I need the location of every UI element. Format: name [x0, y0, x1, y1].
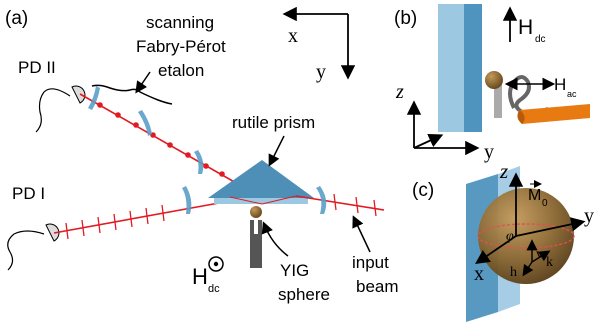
pd2-cable: [35, 88, 71, 133]
axis-z-label-c: z: [499, 159, 508, 183]
panel-b-tag: (b): [394, 8, 417, 29]
sample-stick: [494, 84, 502, 118]
etalon-mirror-1: [88, 86, 100, 110]
slab-light: [438, 4, 468, 132]
m0-main: M: [528, 187, 541, 204]
k-arrow: [531, 250, 551, 263]
panel-a: (a) scanning Fabry-Pérot etalon PD II PD: [5, 6, 399, 304]
prism-internal-ray-2: [261, 195, 297, 205]
axis-z-label-b: z: [395, 81, 404, 103]
sphere-equator: [477, 223, 575, 249]
h-label: h: [510, 265, 517, 280]
input-label-line2: beam: [356, 277, 399, 296]
input-beam-polarization-marks: [333, 193, 377, 217]
upper-lens: [194, 150, 204, 174]
pd1-detector: [45, 223, 60, 242]
hdc-sub-a: dc: [208, 283, 220, 295]
etalon-label-line2: Fabry-Pérot: [136, 37, 226, 56]
axis-y-label-b: y: [484, 141, 494, 163]
panel-b: (b) H dc H ac z y: [394, 4, 590, 163]
input-beam: [295, 195, 385, 211]
hdc-main-b: H: [518, 16, 533, 39]
yig-sphere-c: [478, 188, 574, 284]
prism-base-plate: [214, 198, 308, 204]
yig-holder: [250, 220, 262, 268]
axis-y-label-a: y: [316, 61, 326, 83]
hdc-main-a: H: [192, 264, 208, 289]
rutile-prism: [208, 160, 314, 198]
axis-x-label-a: x: [288, 25, 298, 47]
axis-x-label-c: x: [474, 263, 484, 285]
out-of-plane-symbol-dot: [213, 261, 219, 267]
v-label: v: [536, 247, 543, 262]
lower-left-lens: [182, 186, 192, 214]
prism-internal-ray-1: [229, 196, 263, 205]
yig-holder-slot: [254, 220, 258, 234]
out-of-plane-symbol-ring: [208, 256, 224, 272]
lower-beam-polarization-marks: [65, 204, 165, 240]
pd2-detector: [71, 85, 86, 104]
yig-sphere-small: [250, 206, 262, 218]
coax-cable-end: [517, 110, 525, 124]
etalon-label-line1: scanning: [146, 13, 214, 32]
input-pointer-arrow: [352, 215, 371, 253]
prism-pointer-arrow: [268, 135, 285, 167]
coax-cable: [520, 104, 590, 124]
etalon-label-line3: etalon: [158, 61, 204, 80]
axis-x-arrow-c: [475, 235, 517, 265]
input-label-line1: input: [352, 253, 389, 272]
pd2-label: PD II: [18, 58, 56, 77]
m0-sub: 0: [542, 198, 548, 209]
etalon-pointer-arrow: [135, 71, 151, 94]
yig-label-line1: YIG: [280, 261, 309, 280]
hac-main: H: [554, 75, 566, 94]
panel-c: (c) z y x M 0 φ v h k: [412, 159, 594, 322]
pd1-label: PD I: [12, 184, 45, 203]
hac-sub: ac: [567, 89, 577, 99]
panel-c-tag: (c): [412, 180, 434, 201]
coil-loop: [508, 75, 531, 114]
pd1-cable: [7, 230, 45, 271]
input-lens: [316, 186, 327, 214]
axis-y-arrow-c: [515, 217, 586, 237]
axis-x-arrow-b: [413, 133, 444, 149]
upper-beam: [79, 93, 253, 193]
k-label: k: [546, 255, 553, 270]
yig-label-line2: sphere: [278, 285, 330, 304]
axis-y-label-c: y: [584, 205, 594, 227]
etalon-brace: [91, 84, 173, 105]
yig-sphere-b: [485, 71, 503, 89]
hdc-sub-b: dc: [535, 34, 546, 45]
h-arrow: [522, 261, 534, 277]
etalon-mirror-2: [138, 110, 152, 136]
slab-dark: [464, 4, 482, 132]
phi-label: φ: [506, 229, 514, 244]
panel-a-tag: (a): [5, 8, 28, 29]
prism-label: rutile prism: [232, 113, 315, 132]
yig-pointer-arrow: [261, 221, 289, 257]
